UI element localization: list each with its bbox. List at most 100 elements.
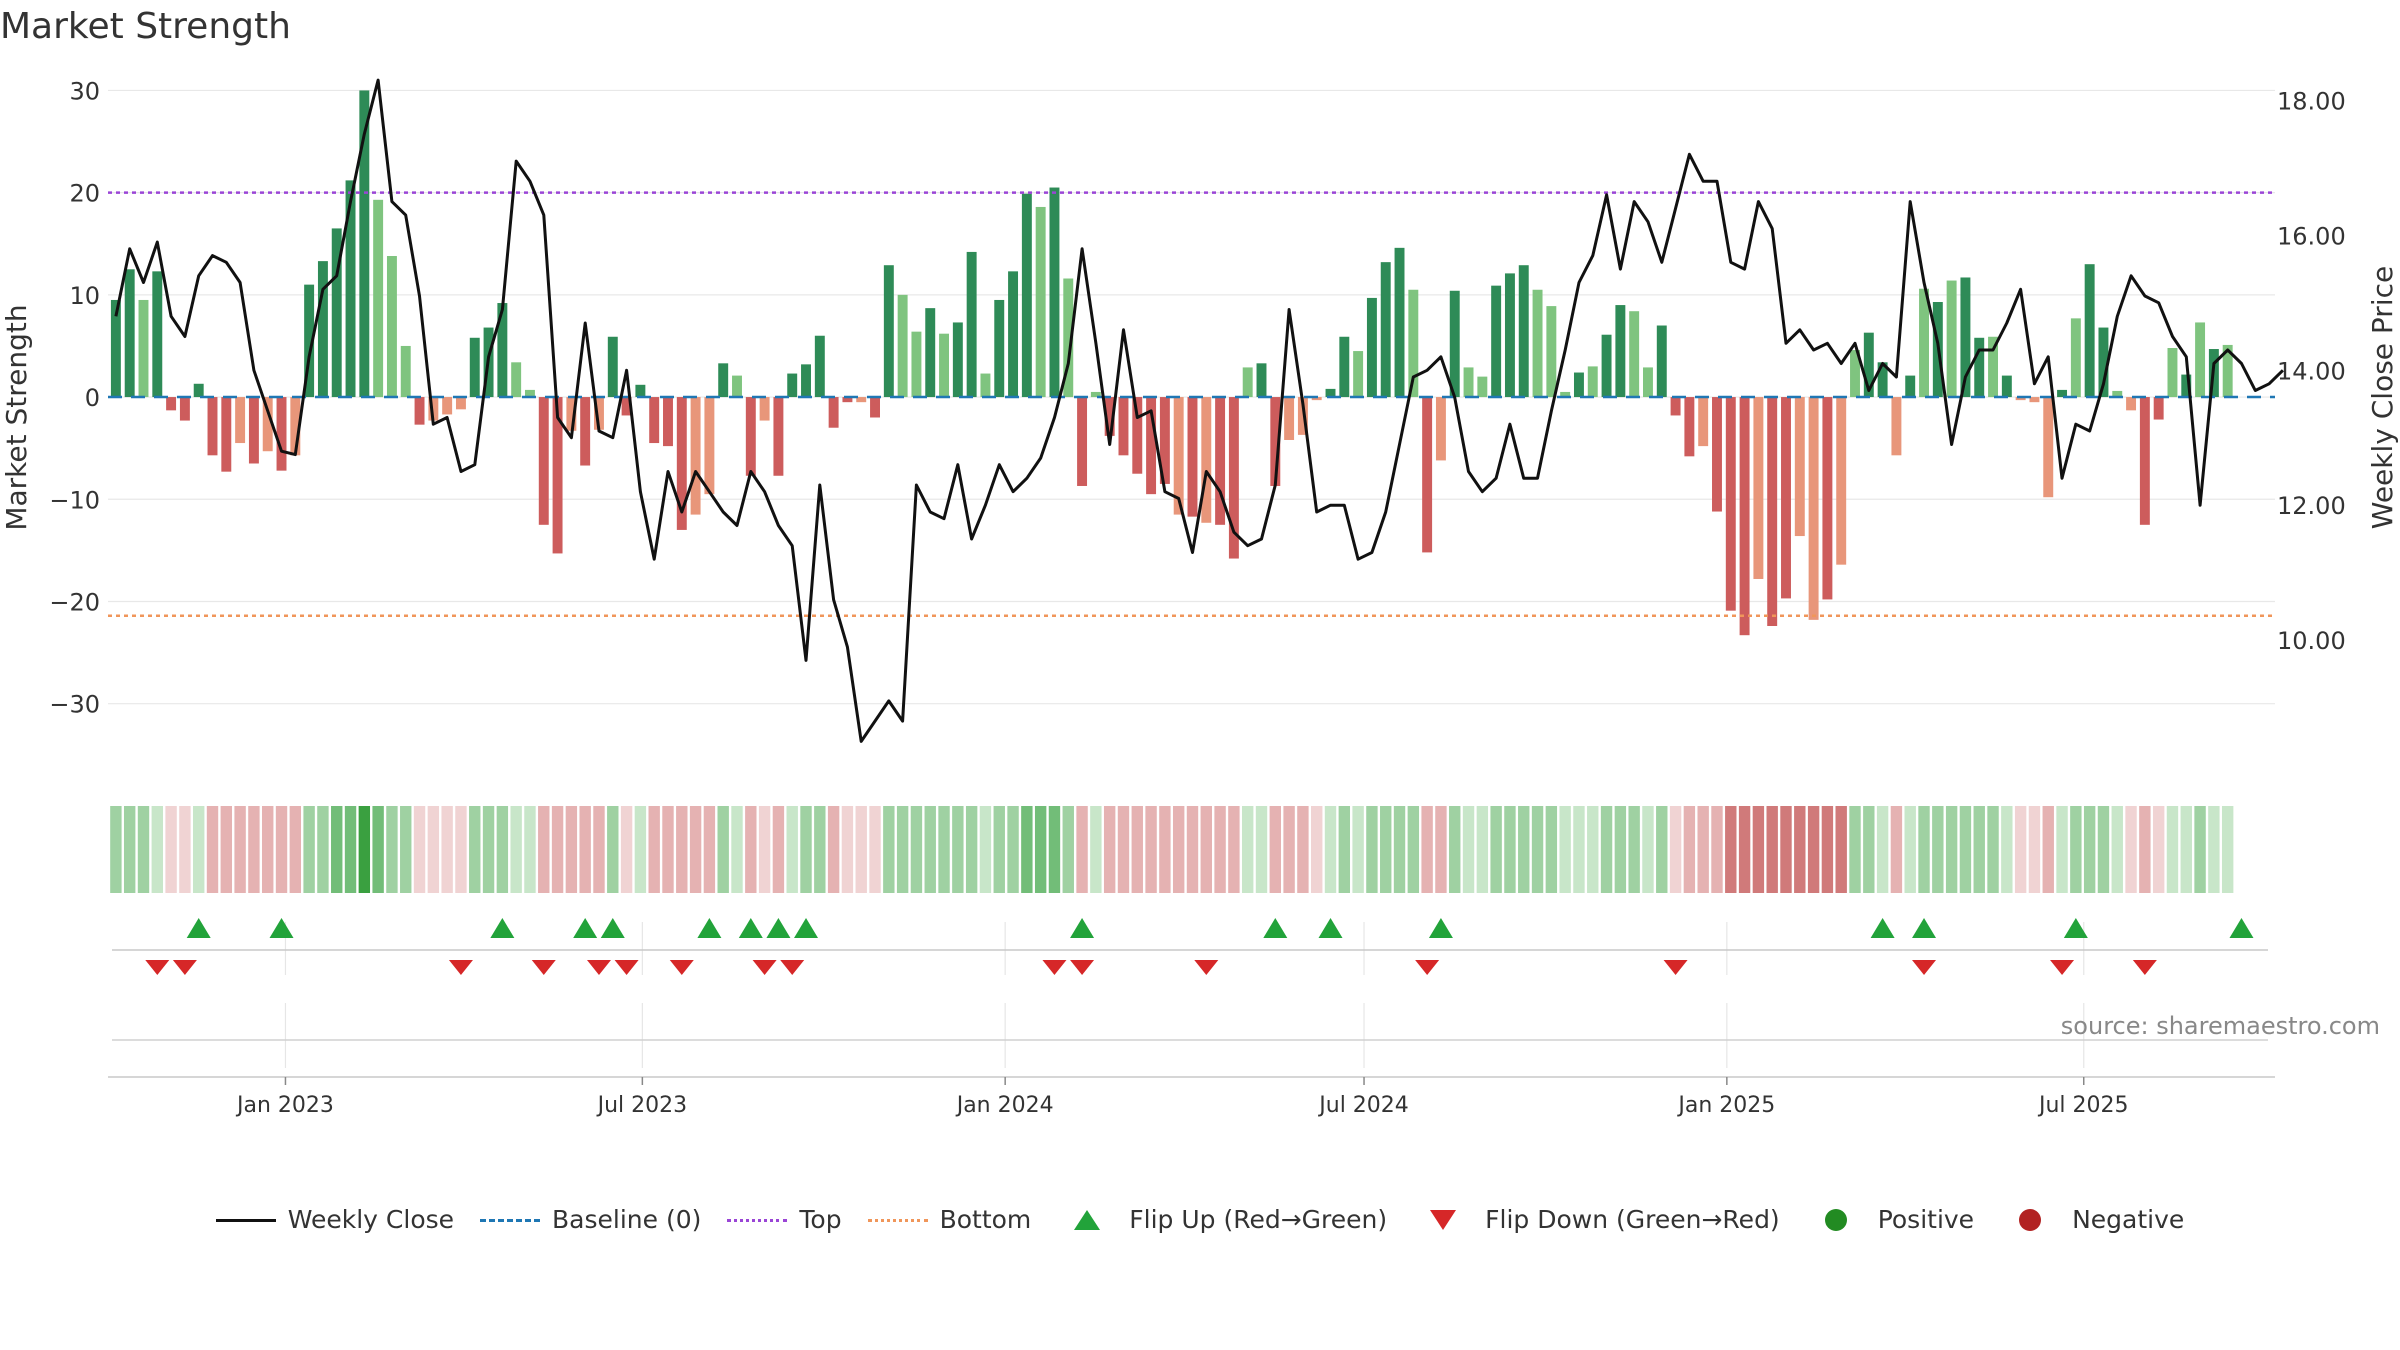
heat-cell xyxy=(648,806,660,893)
heat-cell xyxy=(731,806,743,893)
heat-cell xyxy=(1462,806,1475,893)
strength-bar xyxy=(1670,397,1681,416)
heat-cell xyxy=(1504,806,1516,893)
strength-bar xyxy=(400,345,411,398)
heat-cell xyxy=(2221,806,2234,893)
strength-bar xyxy=(1518,265,1529,398)
y-axis-label-right: Weekly Close Price xyxy=(2366,266,2399,529)
strength-bar xyxy=(1021,193,1032,398)
flip-down-marker xyxy=(172,960,197,975)
strength-bar xyxy=(2070,318,2081,398)
heat-cell xyxy=(2194,806,2206,893)
heat-cell xyxy=(2097,806,2110,893)
strength-bar xyxy=(1974,337,1985,398)
flip-up-marker xyxy=(1428,918,1453,938)
strength-bar xyxy=(1753,397,1764,579)
heat-cell xyxy=(1476,806,1489,893)
strength-bar xyxy=(1284,397,1295,440)
strength-bar xyxy=(359,90,370,398)
strength-bar xyxy=(1643,367,1653,398)
x-tick-label: Jan 2025 xyxy=(1676,1093,1775,1118)
strength-bar xyxy=(1504,273,1515,398)
strength-bar xyxy=(1629,311,1640,398)
heat-cell xyxy=(1214,806,1226,893)
heat-cell xyxy=(372,806,384,893)
heat-cell xyxy=(924,806,936,893)
heat-cell xyxy=(1559,806,1571,893)
strength-bar xyxy=(939,333,950,398)
strength-bar xyxy=(1960,277,1971,398)
strength-bar xyxy=(1063,278,1074,398)
legend-top: Top xyxy=(727,1205,842,1234)
heat-cell xyxy=(193,806,205,893)
strength-bar xyxy=(1159,397,1170,484)
strength-bar xyxy=(787,373,798,398)
heat-cell xyxy=(758,806,771,893)
strength-bar xyxy=(966,251,977,398)
strength-bar xyxy=(511,362,522,398)
heat-cell xyxy=(1752,806,1765,893)
heat-cell xyxy=(703,806,716,893)
heat-cell xyxy=(2139,806,2151,893)
y-tick-label-right: 18.00 xyxy=(2277,87,2346,115)
strength-bar xyxy=(1601,334,1612,398)
heat-cell xyxy=(151,806,163,893)
strength-bar xyxy=(1463,367,1474,398)
heat-cell xyxy=(1614,806,1627,893)
strength-bar xyxy=(663,397,673,447)
heat-cell xyxy=(1518,806,1530,893)
strength-bar xyxy=(1781,397,1791,599)
strength-bar xyxy=(1532,289,1543,398)
strength-bar xyxy=(1794,397,1805,537)
heat-cell xyxy=(979,806,992,893)
heat-cell xyxy=(938,806,950,893)
heat-cell xyxy=(689,806,702,893)
strength-bar xyxy=(856,397,867,403)
strength-bar xyxy=(2112,390,2123,398)
heat-cell xyxy=(1587,806,1599,893)
flip-down-marker xyxy=(780,960,805,975)
heat-cell xyxy=(1683,806,1696,893)
strength-bar xyxy=(2098,327,2109,398)
strength-bar xyxy=(980,373,991,398)
strength-bar xyxy=(994,299,1005,398)
heat-cell xyxy=(1807,806,1820,893)
y-tick-label-left: 0 xyxy=(85,384,100,412)
heat-cell xyxy=(1131,806,1143,893)
strength-bar xyxy=(1808,397,1819,620)
strength-bar xyxy=(304,284,315,398)
heat-cell xyxy=(441,806,453,893)
strength-bar xyxy=(455,397,466,410)
heat-cell xyxy=(1297,806,1309,893)
heat-cell xyxy=(1904,806,1916,893)
strength-bar xyxy=(497,303,508,398)
heat-cell xyxy=(538,806,550,893)
chart-title: Market Strength xyxy=(0,6,291,47)
strength-bar xyxy=(814,335,825,398)
strength-bar xyxy=(2126,397,2137,411)
flip-markers xyxy=(112,918,2268,975)
heat-cell xyxy=(2152,806,2165,893)
strength-bar xyxy=(2222,344,2233,398)
heat-cell xyxy=(896,806,909,893)
strength-bar xyxy=(442,397,453,415)
strength-bar xyxy=(386,256,397,398)
strength-bar xyxy=(1891,397,1902,456)
strength-bar xyxy=(594,397,604,430)
heat-cell xyxy=(607,806,619,893)
flip-down-marker xyxy=(145,960,170,975)
flip-down-marker xyxy=(1663,960,1688,975)
strength-bar xyxy=(2043,397,2054,498)
strength-bar xyxy=(524,389,535,398)
strength-bar xyxy=(1311,397,1322,401)
strength-bar xyxy=(2057,389,2068,398)
heat-cell xyxy=(800,806,812,893)
flip-up-marker xyxy=(490,918,515,938)
heat-cell xyxy=(1600,806,1613,893)
strength-bar xyxy=(566,397,577,431)
heat-cell xyxy=(1890,806,1903,893)
heat-cell xyxy=(1987,806,1999,893)
x-tick-label: Jul 2025 xyxy=(2037,1093,2129,1118)
strength-bar xyxy=(1698,397,1709,447)
y-tick-label-right: 16.00 xyxy=(2277,222,2346,250)
